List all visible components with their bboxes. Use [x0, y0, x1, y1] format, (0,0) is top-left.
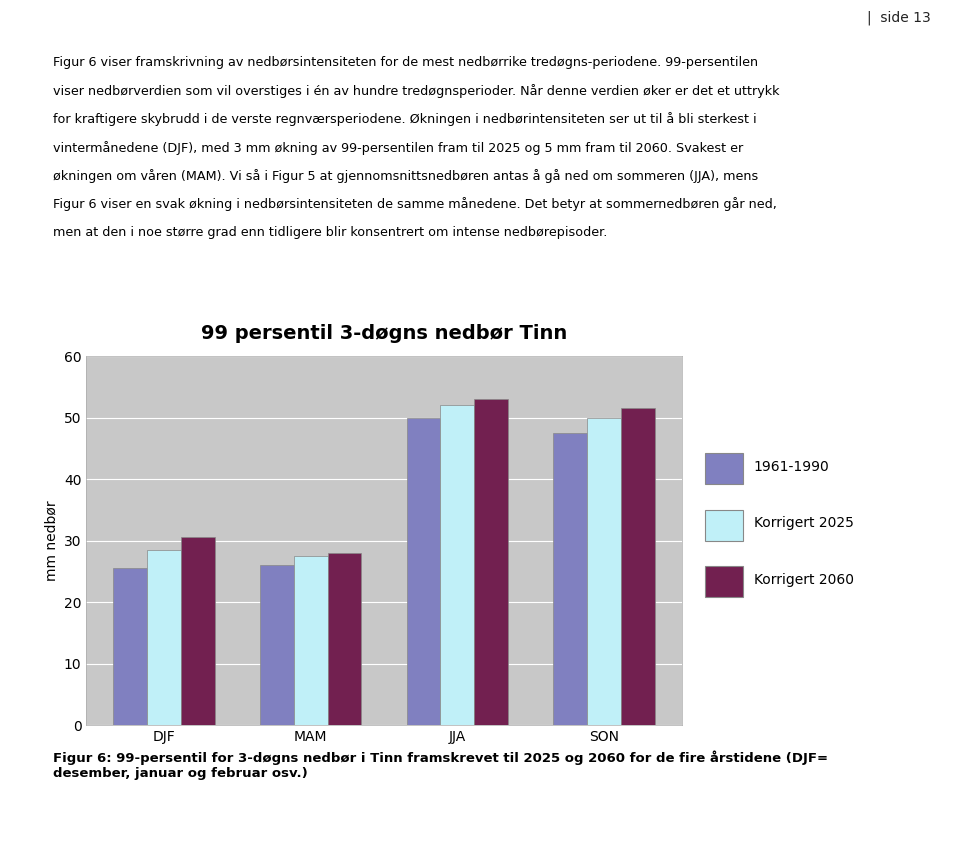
Bar — [327, 553, 361, 725]
Bar — [407, 418, 441, 725]
Text: VESTLANDSFORSKNING: VESTLANDSFORSKNING — [19, 9, 278, 27]
Text: |  side 13: | side 13 — [868, 11, 931, 25]
Text: Figur 6 viser en svak økning i nedbørsintensiteten de samme månedene. Det betyr : Figur 6 viser en svak økning i nedbørsin… — [53, 197, 777, 211]
Bar — [553, 433, 588, 725]
Text: økningen om våren (MAM). Vi så i Figur 5 at gjennomsnittsnedbøren antas å gå ned: økningen om våren (MAM). Vi så i Figur 5… — [53, 169, 758, 183]
Text: 1961-1990: 1961-1990 — [754, 460, 829, 474]
FancyBboxPatch shape — [705, 510, 743, 541]
Bar — [113, 568, 147, 725]
Text: Figur 6 viser framskrivning av nedbørsintensiteten for de mest nedbørrike tredøg: Figur 6 viser framskrivning av nedbørsin… — [53, 56, 758, 69]
Text: men at den i noe større grad enn tidligere blir konsentrert om intense nedbørepi: men at den i noe større grad enn tidlige… — [53, 226, 607, 239]
Text: Korrigert 2025: Korrigert 2025 — [754, 517, 853, 530]
Text: vintermånedene (DJF), med 3 mm økning av 99-persentilen fram til 2025 og 5 mm fr: vintermånedene (DJF), med 3 mm økning av… — [53, 141, 743, 154]
Text: for kraftigere skybrudd i de verste regnværsperiodene. Økningen i nedbørintensit: for kraftigere skybrudd i de verste regn… — [53, 112, 756, 126]
Bar — [621, 408, 655, 725]
Text: Korrigert 2060: Korrigert 2060 — [754, 573, 853, 587]
Bar — [441, 405, 474, 725]
Title: 99 persentil 3-døgns nedbør Tinn: 99 persentil 3-døgns nedbør Tinn — [201, 324, 567, 343]
Text: Figur 6: 99-persentil for 3-døgns nedbør i Tinn framskrevet til 2025 og 2060 for: Figur 6: 99-persentil for 3-døgns nedbør… — [53, 751, 828, 780]
Y-axis label: mm nedbør: mm nedbør — [44, 500, 59, 581]
Bar — [588, 418, 621, 725]
Bar — [474, 399, 508, 725]
FancyBboxPatch shape — [705, 566, 743, 597]
Text: viser nedbørverdien som vil overstiges i én av hundre tredøgnsperioder. Når denn: viser nedbørverdien som vil overstiges i… — [53, 84, 780, 98]
Bar — [260, 565, 294, 725]
Bar — [180, 537, 215, 725]
Bar — [294, 556, 327, 725]
FancyBboxPatch shape — [705, 453, 743, 484]
Bar — [147, 550, 180, 725]
